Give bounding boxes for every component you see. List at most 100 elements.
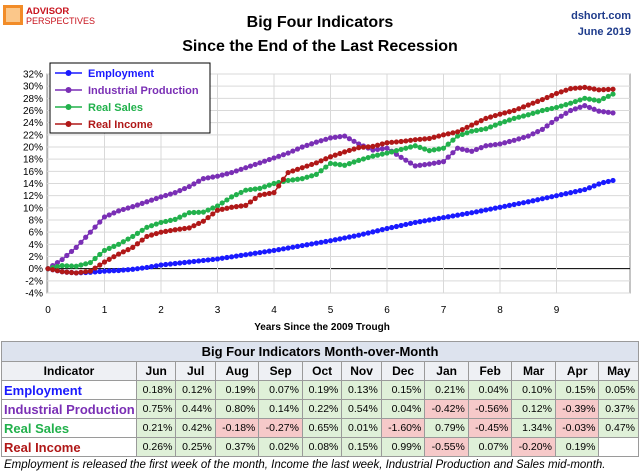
data-point — [177, 226, 183, 232]
data-point — [78, 269, 84, 275]
data-point — [186, 183, 192, 190]
data-point — [294, 146, 301, 152]
footnote: Employment is released the first week of… — [4, 459, 606, 471]
data-point — [139, 237, 145, 243]
data-point — [266, 248, 272, 254]
data-point — [459, 126, 465, 133]
x-tick-label: 5 — [328, 305, 334, 316]
data-point — [577, 104, 583, 110]
data-point — [327, 135, 334, 141]
data-point — [92, 255, 98, 262]
data-point — [487, 142, 494, 148]
data-point — [323, 156, 329, 162]
data-point — [520, 200, 527, 206]
y-tick-label: 8% — [29, 216, 44, 227]
data-point — [469, 128, 475, 134]
header-month: Dec — [380, 361, 426, 381]
table-cell: 0.01% — [341, 418, 382, 438]
table-header-row: Indicator Jun Jul Aug Sep Oct Nov Dec Jan Feb Mar A… — [1, 361, 639, 381]
data-point — [464, 210, 470, 217]
data-point — [459, 211, 465, 217]
data-point — [455, 133, 461, 139]
data-point — [539, 107, 545, 114]
data-point — [511, 107, 517, 114]
data-point — [360, 156, 367, 162]
data-point — [370, 147, 376, 153]
data-point — [342, 162, 348, 168]
data-point — [252, 186, 258, 192]
data-point — [134, 241, 141, 247]
data-point — [407, 144, 414, 150]
data-point — [172, 190, 178, 196]
x-tick-label: 8 — [497, 305, 503, 316]
data-point — [568, 100, 574, 106]
data-point — [558, 103, 564, 109]
header-month: May — [598, 361, 639, 381]
legend: Employment Industrial Production Real Sale… — [49, 62, 211, 134]
data-point — [238, 252, 244, 258]
data-point — [219, 206, 225, 212]
data-point — [591, 97, 597, 103]
row-indicator-name: Real Income — [1, 437, 137, 457]
data-point — [186, 225, 192, 231]
data-point — [342, 149, 348, 155]
table-cell: 0.10% — [511, 380, 556, 400]
data-point — [276, 247, 282, 253]
data-point — [407, 160, 414, 166]
table-cell: 0.15% — [554, 380, 600, 400]
data-point — [261, 158, 268, 164]
data-point — [539, 96, 545, 103]
table-cell: 0.12% — [175, 380, 216, 400]
table-row: Real Income 0.26% 0.25% 0.37% 0.02% 0.08% 0.15… — [1, 437, 639, 457]
data-point — [596, 87, 602, 93]
data-point — [530, 198, 536, 204]
data-point — [294, 166, 301, 172]
data-point — [224, 254, 230, 261]
data-point — [130, 266, 136, 272]
data-point — [191, 209, 197, 216]
data-point — [68, 248, 75, 255]
table-cell: -0.56% — [467, 399, 513, 419]
series-industrial-production — [45, 103, 616, 272]
logo-line1: ADVISOR — [26, 6, 69, 17]
data-point — [384, 225, 390, 232]
x-axis-title: Years Since the 2009 Trough — [254, 322, 390, 333]
data-point — [516, 136, 522, 142]
data-point — [252, 250, 258, 256]
data-point — [356, 232, 362, 238]
data-point — [181, 225, 188, 232]
data-point — [549, 105, 555, 112]
data-point — [285, 245, 291, 251]
data-point — [563, 87, 569, 93]
data-point — [163, 261, 169, 268]
data-point — [214, 207, 221, 213]
data-point — [455, 212, 461, 218]
data-point — [586, 85, 593, 91]
data-point — [497, 120, 503, 126]
table-cell: 0.19% — [301, 380, 343, 400]
data-point — [163, 192, 169, 199]
data-point — [520, 134, 527, 141]
data-point — [440, 145, 447, 151]
data-point — [261, 191, 268, 197]
data-point — [229, 194, 235, 200]
data-point — [158, 219, 164, 226]
y-tick-label: -2% — [25, 276, 43, 287]
data-point — [186, 259, 192, 265]
data-point — [294, 176, 301, 182]
data-point — [134, 202, 141, 208]
data-point — [116, 208, 122, 214]
data-point — [398, 222, 404, 229]
data-point — [445, 131, 451, 137]
data-point — [125, 236, 131, 242]
data-point — [365, 230, 371, 236]
data-point — [403, 221, 409, 228]
data-point — [596, 181, 602, 187]
legend-label: Industrial Production — [88, 85, 199, 97]
data-point — [125, 267, 131, 273]
data-point — [478, 145, 484, 151]
data-point — [492, 205, 498, 211]
table-cell: 1.34% — [511, 418, 556, 438]
header-month: Jun — [135, 361, 177, 381]
y-tick-label: 18% — [23, 155, 43, 166]
